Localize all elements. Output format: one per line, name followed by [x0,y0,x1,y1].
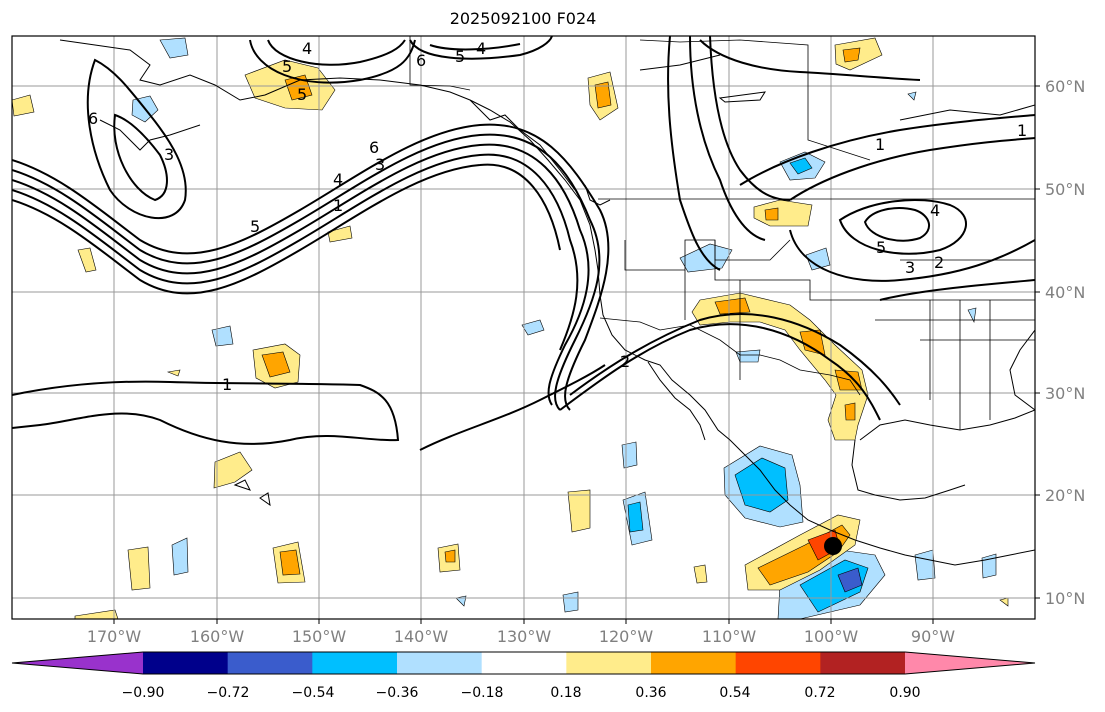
map-area: 4 5 6 5 4 5 6 3 6 5 4 3 1 2 1 5 3 2 4 1 … [12,36,1035,619]
colorbar-segment [566,652,652,674]
longitude-labels: 170°W 160°W 150°W 140°W 130°W 120°W 110°… [87,627,955,646]
lon-label: 120°W [599,627,654,646]
colorbar-tick-label: −0.18 [461,685,504,701]
lon-label: 130°W [497,627,552,646]
contour-label: 5 [282,57,292,76]
lat-label: 20°N [1045,486,1085,505]
contour-label: 5 [455,47,465,66]
shaded-fields [12,37,1009,619]
lat-label: 40°N [1045,283,1085,302]
lat-label: 50°N [1045,180,1085,199]
colorbar-tick-label: 0.72 [804,685,835,701]
colorbar-segment [481,652,567,674]
contour-label: 1 [333,196,343,215]
colorbar-tick-label: −0.72 [207,685,250,701]
contour-label: 1 [222,375,232,394]
contour-label: 1 [1017,121,1027,140]
colorbar-segment [651,652,737,674]
colorbar-labels: −0.90 −0.72 −0.54 −0.36 −0.18 0.18 0.36 … [122,685,921,701]
contour-label: 6 [88,109,98,128]
colorbar-segment [312,652,398,674]
contour-label: 4 [476,39,486,58]
colorbar-segment [227,652,313,674]
contour-label: 2 [620,352,630,371]
lon-label: 160°W [190,627,245,646]
borders [409,36,1035,430]
latitude-labels: 60°N 50°N 40°N 30°N 20°N 10°N [1045,77,1085,608]
contour-label: 4 [930,201,940,220]
contour-label: 2 [934,253,944,272]
lat-label: 10°N [1045,589,1085,608]
contours [12,36,1035,451]
colorbar-tick-label: −0.36 [376,685,419,701]
contour-label: 6 [416,51,426,70]
contour-label: 5 [250,217,260,236]
lon-label: 140°W [394,627,449,646]
lon-label: 100°W [804,627,859,646]
storm-center-marker [824,537,842,555]
colorbar-segment [143,652,229,674]
contour-labels: 4 5 6 5 4 5 6 3 6 5 4 3 1 2 1 5 3 2 4 1 … [88,39,1027,394]
contour-label: 3 [375,155,385,174]
colorbar-segment [397,652,483,674]
contour-label: 3 [164,145,174,164]
colorbar-outline [11,651,1036,675]
lon-label: 150°W [292,627,347,646]
lat-label: 60°N [1045,77,1085,96]
colorbar-extend-low [12,652,143,674]
contour-label: 1 [875,135,885,154]
colorbar-tick-label: −0.90 [122,685,165,701]
contour-label: 6 [369,138,379,157]
colorbar-tick-label: −0.54 [292,685,335,701]
colorbar-tick-label: 0.36 [635,685,666,701]
colorbar-segment [735,652,821,674]
colorbar-tick-label: 0.90 [889,685,920,701]
contour-label: 5 [297,85,307,104]
contour-label: 3 [905,258,915,277]
lon-label: 110°W [702,627,757,646]
contour-label: 4 [302,39,312,58]
lon-label: 170°W [87,627,142,646]
chart-title: 2025092100 F024 [449,9,597,28]
lat-label: 30°N [1045,384,1085,403]
contour-label: 4 [333,170,343,189]
colorbar-segment [820,652,906,674]
graticule [12,36,1035,619]
lon-label: 90°W [911,627,955,646]
colorbar-tick-label: 0.18 [550,685,581,701]
axis-ticks [113,85,1040,624]
contour-label: 5 [876,238,886,257]
colorbar-tick-label: 0.54 [719,685,750,701]
coastlines [59,39,1035,566]
colorbar-extend-high [905,652,1035,674]
colorbar [11,651,1036,675]
